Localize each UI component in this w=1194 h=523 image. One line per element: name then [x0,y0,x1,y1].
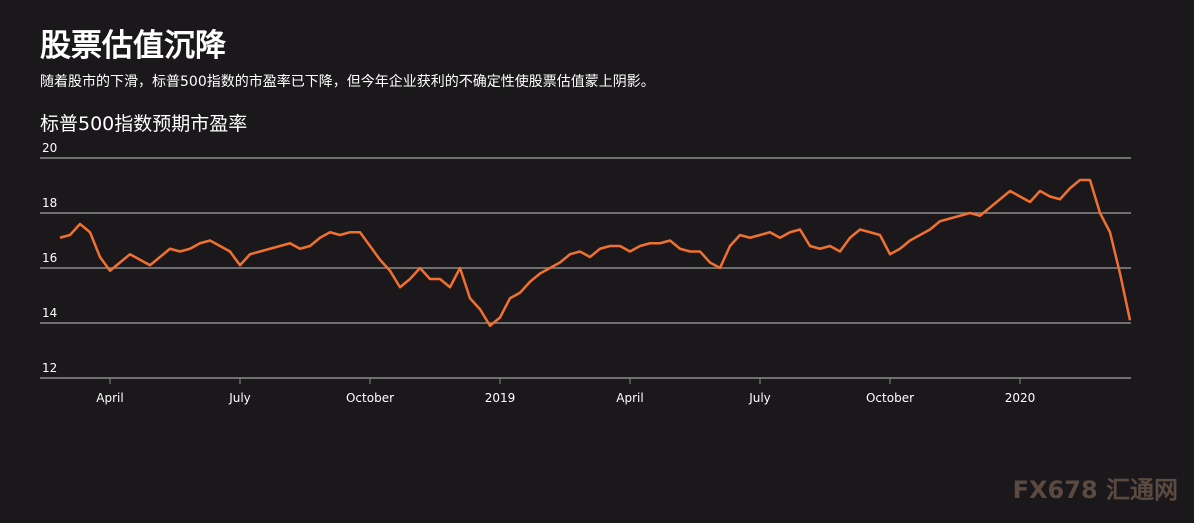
page-title: 股票估值沉降 [40,28,227,64]
y-tick-label: 20 [42,141,57,155]
chart-title: 标普500指数预期市盈率 [40,113,247,135]
x-tick-label: 2020 [1005,391,1036,405]
y-tick-label: 16 [42,251,57,265]
x-tick-label: July [748,391,771,405]
watermark: FX678 汇通网 [1013,476,1178,504]
y-tick-label: 12 [42,361,57,375]
y-tick-label: 14 [42,306,57,320]
x-tick-label: October [346,391,394,405]
x-tick-label: October [866,391,914,405]
y-tick-label: 18 [42,196,57,210]
data-line [59,178,1132,327]
x-tick-label: July [228,391,251,405]
x-tick-label: April [616,391,643,405]
x-tick-label: 2019 [485,391,516,405]
subtitle: 随着股市的下滑，标普500指数的市盈率已下降，但今年企业获利的不确定性使股票估值… [40,73,655,90]
x-tick-label: April [96,391,123,405]
